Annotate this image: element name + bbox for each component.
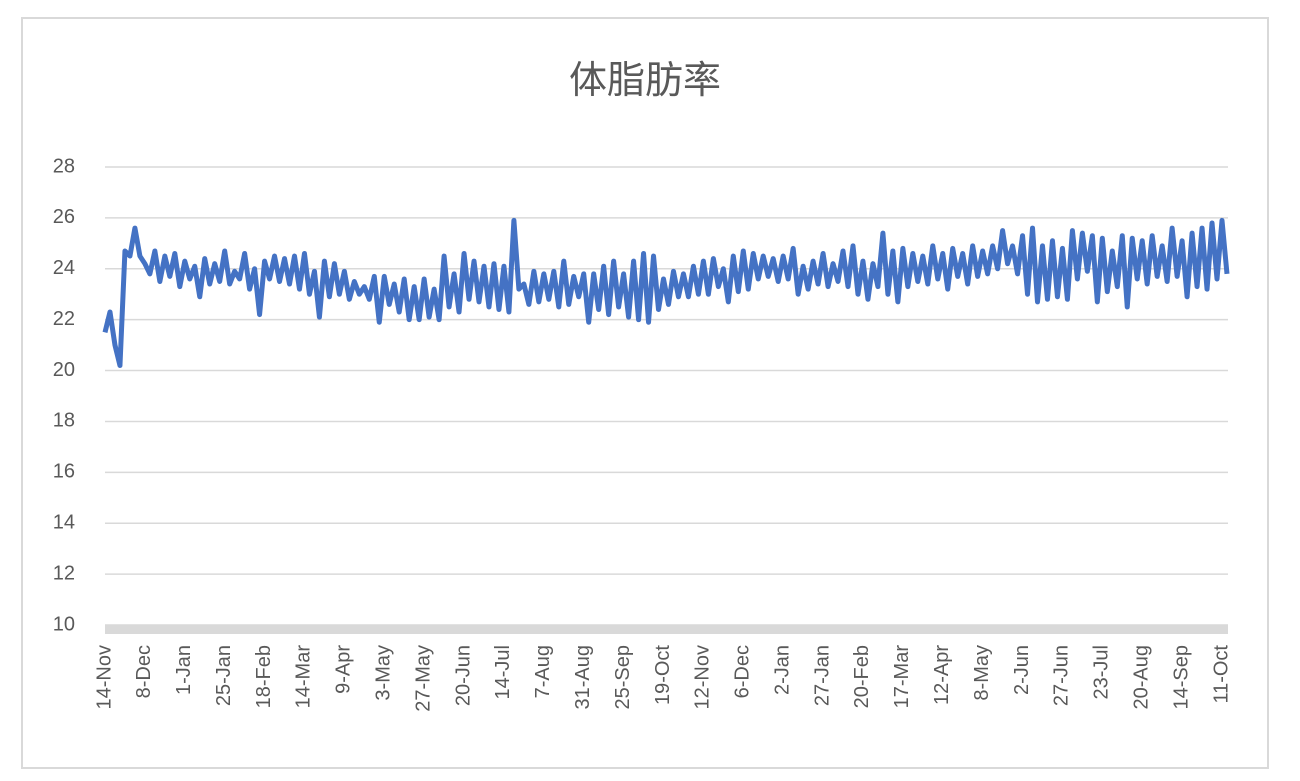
x-tick-label: 14-Mar [293,645,315,709]
y-tick-label: 12 [53,562,75,584]
y-tick-label: 22 [53,308,75,330]
x-tick-label: 12-Apr [931,645,953,705]
x-tick-label: 18-Feb [253,645,275,708]
x-tick-label: 2-Jan [771,645,793,695]
chart-title: 体脂肪率 [569,60,721,102]
x-tick-label: 20-Aug [1130,645,1152,710]
x-tick-label: 19-Oct [652,645,674,705]
x-tick-label: 3-May [373,645,395,701]
data-line [102,217,1230,368]
x-tick-label: 6-Dec [732,645,754,698]
x-tick-label: 11-Oct [1210,645,1232,704]
y-tick-label: 18 [53,410,75,432]
x-tick-label: 25-Sep [612,645,634,710]
x-tick-label: 9-Apr [333,645,355,694]
x-tick-label: 25-Jan [213,645,235,706]
y-tick-label: 20 [53,359,75,381]
y-tick-label: 26 [53,206,75,228]
x-tick-label: 27-May [412,645,434,712]
x-tick-label: 1-Jan [173,645,195,695]
x-tick-label: 12-Nov [692,645,714,709]
x-axis [105,625,1228,634]
chart-frame [21,17,1269,769]
x-tick-label: 27-Jun [1051,645,1073,706]
x-tick-label: 14-Sep [1170,645,1192,710]
y-tick-label: 14 [53,512,75,534]
x-tick-label: 8-Dec [133,645,155,698]
y-tick-label: 16 [53,461,75,483]
x-tick-label: 31-Aug [572,645,594,710]
y-tick-label: 10 [53,613,75,635]
x-tick-label: 14-Nov [93,645,115,709]
x-tick-label: 8-May [971,645,993,701]
x-tick-label: 23-Jul [1091,645,1113,699]
x-tick-label: 14-Jul [492,645,514,699]
x-tick-label: 7-Aug [532,645,554,698]
x-tick-label: 20-Feb [851,645,873,708]
x-tick-label: 17-Mar [891,645,913,709]
y-tick-label: 28 [53,155,75,177]
x-tick-label: 20-Jun [452,645,474,706]
y-tick-label: 24 [53,257,75,279]
x-tick-label: 2-Jun [1011,645,1033,695]
x-tick-label: 27-Jan [811,645,833,706]
